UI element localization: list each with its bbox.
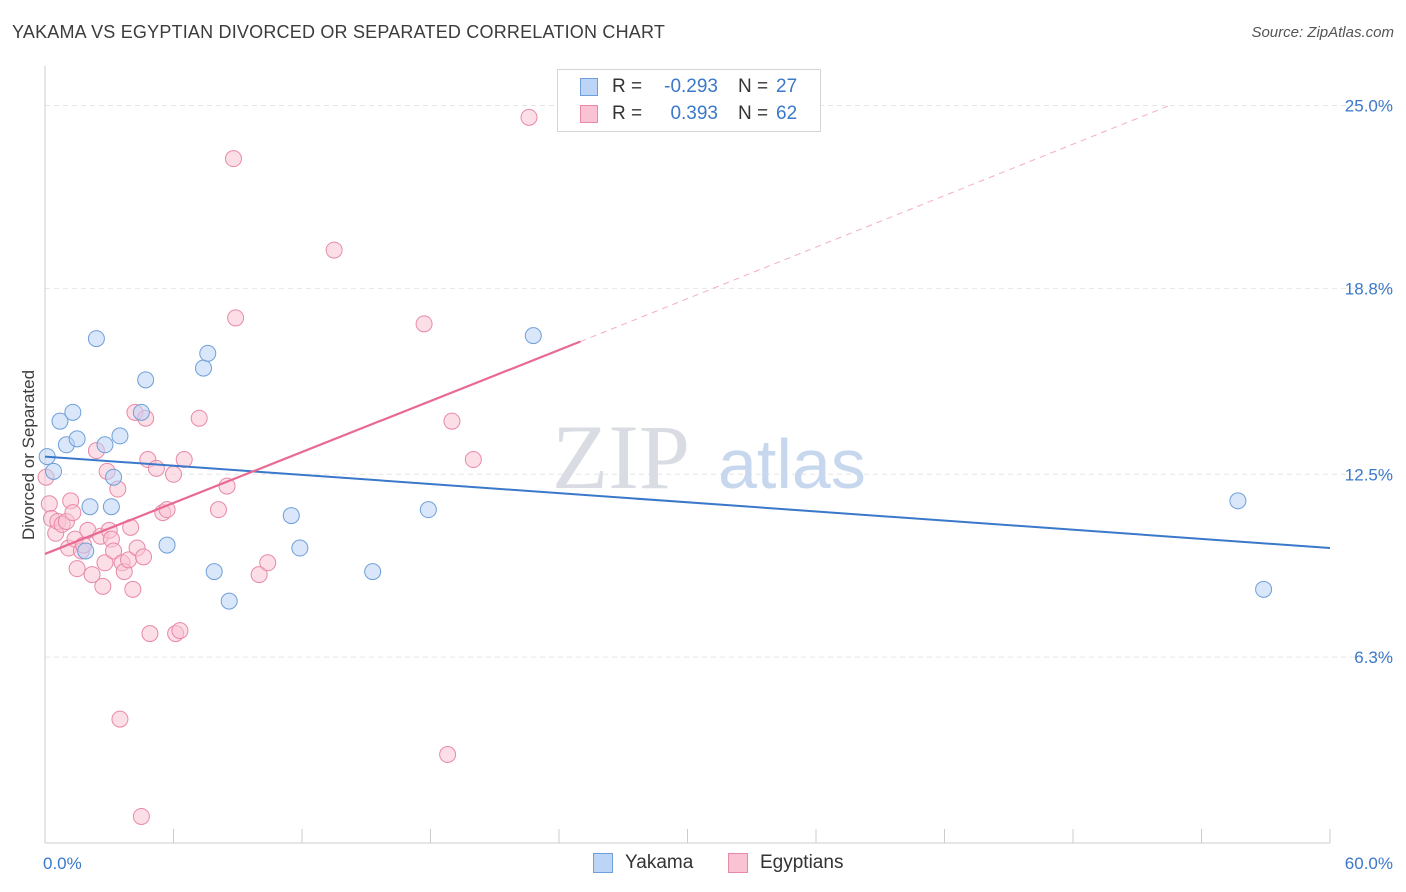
legend-item-yakama[interactable]: Yakama	[593, 852, 693, 874]
chart-title: YAKAMA VS EGYPTIAN DIVORCED OR SEPARATED…	[12, 22, 666, 42]
egyptians-point	[439, 746, 457, 764]
egyptians-point	[96, 554, 114, 572]
egyptians-point	[415, 315, 433, 333]
r-value: 0.393	[670, 103, 718, 124]
yakama-point	[45, 462, 63, 480]
yakama-point	[132, 403, 150, 421]
yakama-point	[205, 563, 223, 581]
n-value: 27	[776, 76, 798, 97]
yakama-point	[291, 539, 309, 557]
legend-label-egyptians: Egyptians	[760, 852, 844, 873]
trend-lines	[44, 105, 1331, 555]
egyptians-point	[132, 807, 150, 825]
yakama-point	[102, 498, 120, 516]
yakama-point	[194, 359, 212, 377]
yakama-point	[68, 430, 86, 448]
watermark-zip: ZIP	[552, 406, 690, 508]
yakama-point	[1229, 492, 1247, 510]
egyptians-point	[135, 548, 153, 566]
source-label: Source: ZipAtlas.com	[1251, 24, 1394, 41]
yakama-point	[524, 327, 542, 345]
legend-row-egyptians: R = 0.393 N = 62	[580, 102, 797, 126]
yakama-point	[111, 427, 129, 445]
yakama-point	[282, 507, 300, 525]
yakama-point	[51, 412, 69, 430]
yakama-point	[77, 542, 95, 560]
egyptians-swatch	[580, 105, 598, 123]
x-tick-label: 60.0%	[1345, 854, 1393, 873]
n-label: N =	[738, 76, 769, 97]
n-value: 62	[776, 103, 798, 124]
yakama-legend-swatch	[593, 853, 613, 873]
x-tick-labels: 0.0% 60.0%	[43, 854, 1393, 873]
egyptians-point	[165, 465, 182, 483]
y-tick-label: 6.3%	[1354, 648, 1393, 667]
egyptians-point	[105, 542, 123, 560]
egyptians-point	[218, 477, 236, 495]
legend-row-yakama: R = -0.293 N = 27	[580, 75, 797, 99]
y-tick-labels: 6.3% 12.5% 18.8% 25.0%	[1345, 97, 1393, 668]
series-legend: Yakama Egyptians	[0, 852, 1406, 878]
r-value: -0.293	[664, 76, 718, 97]
yakama-point	[81, 498, 99, 516]
egyptians-point	[171, 622, 189, 640]
yakama-point	[64, 403, 82, 421]
gridlines	[45, 105, 1395, 658]
yakama-point	[199, 344, 217, 362]
egyptians-point	[147, 459, 165, 477]
yakama-point	[158, 536, 176, 554]
y-tick-label: 25.0%	[1345, 97, 1393, 116]
yakama-swatch	[580, 78, 598, 96]
r-label: R =	[612, 76, 643, 97]
egyptians-point	[209, 501, 227, 519]
egyptians-point	[175, 451, 193, 469]
egyptians-point	[141, 625, 159, 643]
egyptians-point	[64, 504, 82, 522]
egyptians-point	[68, 560, 86, 578]
egyptians-point	[250, 566, 268, 584]
yakama-trend-line	[44, 455, 1331, 550]
egyptians-legend-swatch	[728, 853, 748, 873]
watermark: ZIP atlas	[552, 406, 866, 508]
correlation-legend: R = -0.293 N = 27 R = 0.393 N = 62	[557, 69, 821, 132]
egyptians-point	[227, 309, 245, 327]
r-label: R =	[612, 103, 643, 124]
egyptians-point	[111, 710, 129, 728]
egyptians-point	[259, 554, 277, 572]
egyptians-point	[94, 577, 112, 595]
egyptians-trend-extension	[580, 105, 1170, 342]
yakama-point	[1255, 580, 1273, 598]
egyptians-point	[325, 241, 343, 259]
egyptians-point	[443, 412, 461, 430]
yakama-point	[96, 436, 114, 454]
y-tick-label: 12.5%	[1345, 465, 1393, 484]
watermark-atlas: atlas	[718, 425, 866, 503]
egyptians-point	[224, 150, 242, 168]
yakama-point	[220, 592, 238, 610]
yakama-point	[364, 563, 382, 581]
egyptians-point	[83, 566, 101, 584]
n-label: N =	[738, 103, 769, 124]
legend-item-egyptians[interactable]: Egyptians	[728, 852, 843, 874]
egyptians-point	[464, 451, 482, 469]
y-tick-label: 18.8%	[1345, 279, 1393, 298]
y-axis-label: Divorced or Separated	[19, 370, 38, 540]
yakama-point	[419, 501, 437, 519]
yakama-point	[105, 468, 123, 486]
egyptians-point	[124, 580, 142, 598]
yakama-point	[87, 330, 105, 348]
legend-label-yakama: Yakama	[625, 852, 694, 873]
egyptians-point	[190, 409, 208, 427]
egyptians-point	[520, 108, 538, 126]
yakama-point	[137, 371, 155, 389]
x-tick-label: 0.0%	[43, 854, 82, 873]
egyptians-points	[37, 108, 538, 825]
egyptians-trend-line	[44, 340, 581, 555]
egyptians-point	[40, 495, 58, 513]
yakama-points	[38, 327, 1273, 610]
